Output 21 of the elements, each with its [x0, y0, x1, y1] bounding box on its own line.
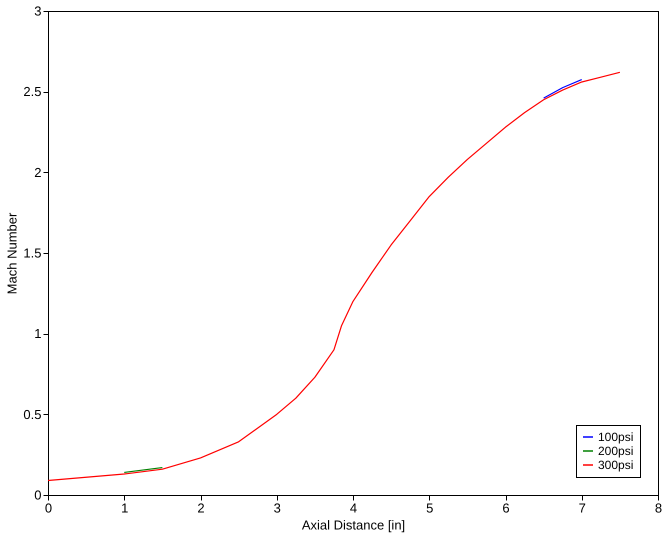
legend-label: 300psi: [598, 458, 634, 472]
x-axis-title: Axial Distance [in]: [302, 518, 406, 532]
y-axis-title: Mach Number: [4, 212, 20, 294]
x-tick-label: 0: [44, 500, 52, 516]
x-tick-label: 1: [121, 500, 128, 516]
y-tick-label: 1.5: [23, 246, 42, 260]
legend-label: 100psi: [598, 430, 634, 444]
y-tick-label: 0: [34, 488, 42, 502]
legend-label: 200psi: [598, 444, 634, 458]
y-tick-label: 1: [34, 326, 42, 342]
x-tick-label: 6: [502, 500, 510, 516]
y-tick-label: 0.5: [23, 406, 42, 422]
x-tick-label: 2: [197, 500, 205, 516]
x-tick-label: 3: [274, 500, 281, 516]
x-tick-label: 7: [578, 500, 586, 516]
y-tick-label: 2: [34, 164, 42, 180]
x-tick-label: 4: [350, 500, 358, 516]
y-tick-label: 3: [34, 4, 42, 18]
y-tick-label: 2.5: [23, 84, 42, 100]
x-tick-label: 8: [654, 500, 662, 516]
x-tick-label: 5: [426, 500, 434, 516]
